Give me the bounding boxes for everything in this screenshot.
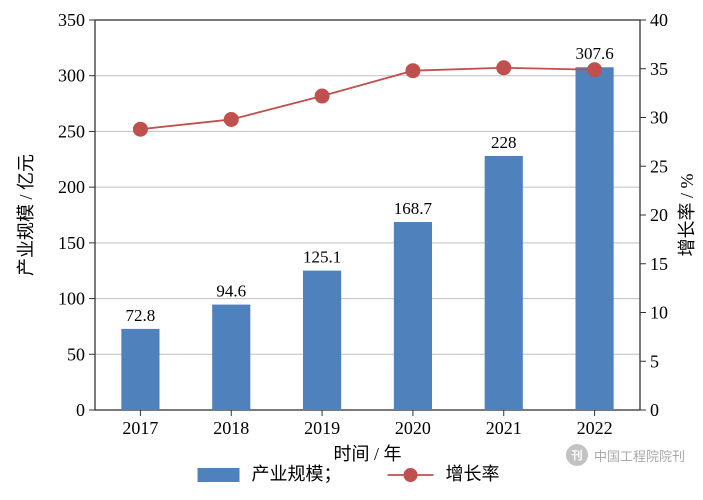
y1-tick-label: 150 (58, 233, 85, 253)
x-tick-label: 2018 (213, 418, 249, 438)
line-marker (406, 64, 420, 78)
combo-chart: 72.8 94.6 125.1 168.7 228 307.6 2017 2018 2019 20… (0, 0, 703, 500)
y1-tick-label: 350 (58, 10, 85, 30)
legend-line-marker (404, 468, 418, 482)
bar (121, 329, 159, 410)
y1-tick-label: 200 (58, 177, 85, 197)
y2-tick-label: 15 (650, 254, 668, 274)
bar-label: 72.8 (126, 306, 156, 325)
bar (485, 156, 523, 410)
legend-line-label: 增长率 (446, 464, 500, 484)
y2-tick-label: 20 (650, 205, 668, 225)
line-marker (497, 61, 511, 75)
line-marker (315, 89, 329, 103)
bar (212, 305, 250, 410)
x-axis-title: 时间 / 年 (333, 444, 401, 464)
bar (394, 222, 432, 410)
legend-bar-label: 产业规模； (252, 464, 342, 484)
bar-label: 228 (491, 133, 517, 152)
y1-tick-label: 100 (58, 289, 85, 309)
y2-tick-label: 35 (650, 59, 668, 79)
y1-tick-label: 250 (58, 121, 85, 141)
line-marker (224, 112, 238, 126)
y2-tick-label: 10 (650, 303, 668, 323)
y1-tick-label: 0 (76, 400, 85, 420)
bar (576, 67, 614, 410)
y1-tick-label: 300 (58, 66, 85, 86)
bar-label: 168.7 (394, 199, 433, 218)
y2-tick-label: 5 (650, 351, 659, 371)
y2-axis-title: 增长率 / % (677, 173, 697, 256)
x-tick-label: 2022 (577, 418, 613, 438)
bar (303, 271, 341, 410)
y2-tick-label: 0 (650, 400, 659, 420)
chart-container: 72.8 94.6 125.1 168.7 228 307.6 2017 2018 2019 20… (0, 0, 703, 500)
bar-label: 307.6 (575, 44, 613, 63)
x-tick-label: 2021 (486, 418, 522, 438)
bar-label: 125.1 (303, 248, 341, 267)
y2-tick-label: 40 (650, 10, 668, 30)
legend-bar-swatch (198, 468, 240, 482)
y2-tick-label: 30 (650, 108, 668, 128)
x-tick-label: 2020 (395, 418, 431, 438)
y1-tick-label: 50 (67, 344, 85, 364)
x-tick-label: 2019 (304, 418, 340, 438)
bar-label: 94.6 (216, 282, 246, 301)
line-marker (588, 63, 602, 77)
line-marker (133, 122, 147, 136)
y2-tick-label: 25 (650, 156, 668, 176)
x-tick-label: 2017 (122, 418, 158, 438)
y1-axis-title: 产业规模 / 亿元 (16, 154, 36, 276)
